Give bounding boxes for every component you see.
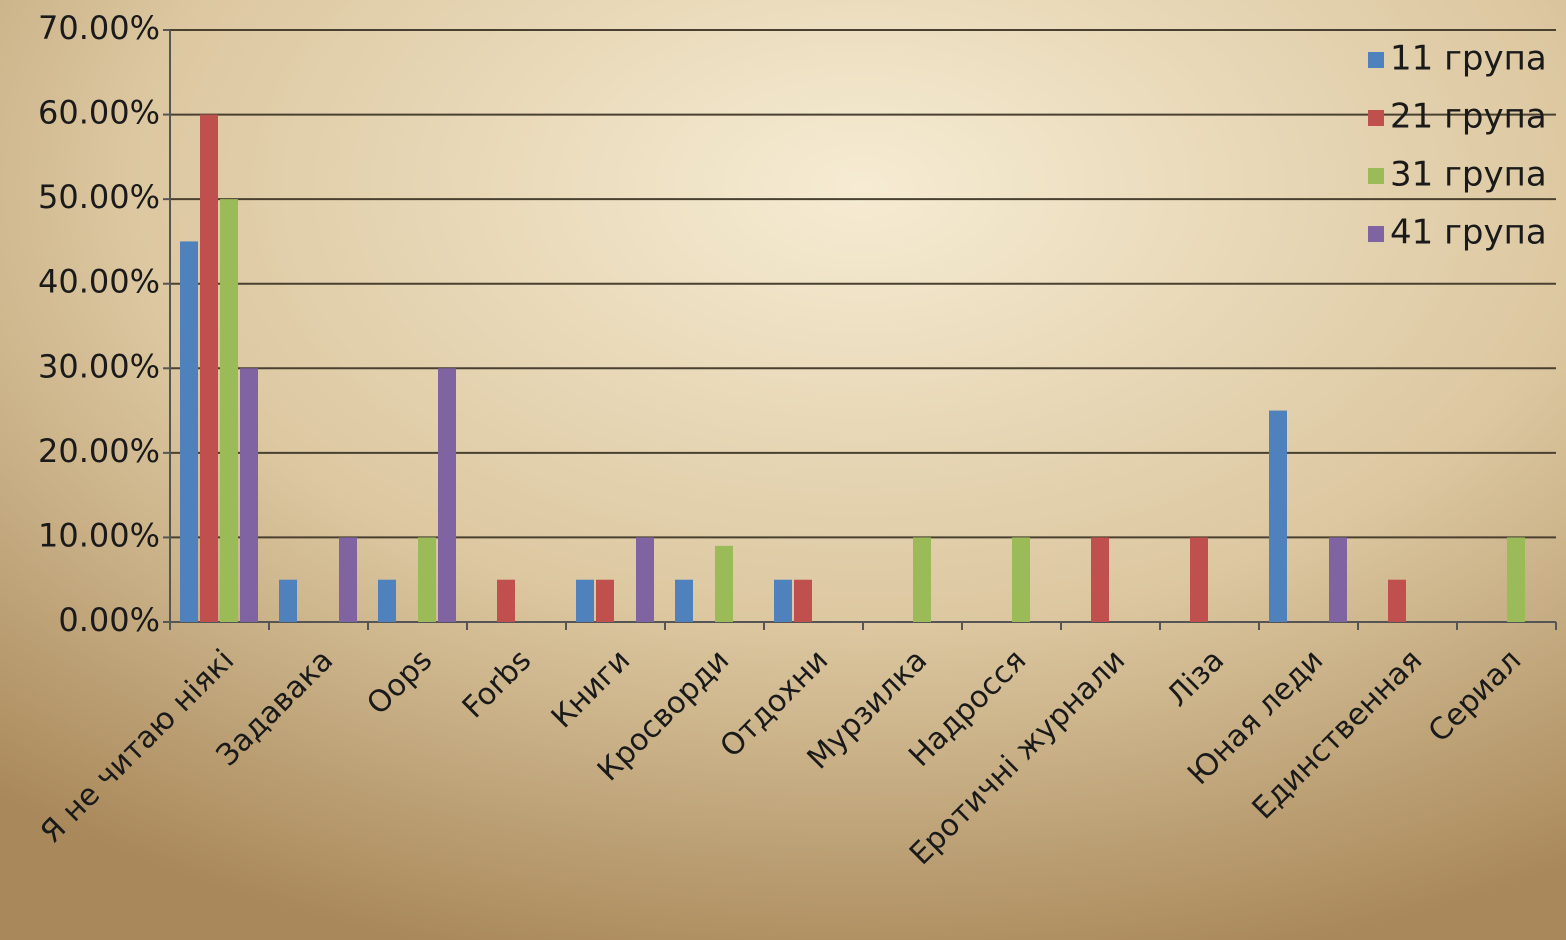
bar xyxy=(715,545,733,622)
bar xyxy=(220,199,238,622)
y-tick-label: 10.00% xyxy=(38,516,160,554)
y-tick-label: 50.00% xyxy=(38,178,160,216)
bar xyxy=(1388,579,1406,622)
legend-swatch xyxy=(1368,168,1384,184)
bar xyxy=(1012,537,1030,622)
y-tick-label: 40.00% xyxy=(38,263,160,301)
legend-label: 21 група xyxy=(1390,97,1547,137)
bar xyxy=(497,579,515,622)
legend-label: 31 група xyxy=(1390,155,1547,195)
legend-label: 11 група xyxy=(1390,39,1547,79)
bar xyxy=(1507,537,1525,622)
bar xyxy=(438,368,456,622)
legend-label: 41 група xyxy=(1390,213,1547,253)
bar xyxy=(1190,537,1208,622)
bar xyxy=(636,537,654,622)
bar xyxy=(794,579,812,622)
bar xyxy=(240,368,258,622)
bar xyxy=(1329,537,1347,622)
bar xyxy=(596,579,614,622)
bar xyxy=(913,537,931,622)
legend-swatch xyxy=(1368,226,1384,242)
legend-swatch xyxy=(1368,52,1384,68)
bar xyxy=(1269,410,1287,622)
y-tick-label: 30.00% xyxy=(38,347,160,385)
bar xyxy=(180,241,198,622)
y-tick-label: 20.00% xyxy=(38,432,160,470)
y-tick-label: 60.00% xyxy=(38,94,160,132)
bar xyxy=(200,114,218,623)
legend-swatch xyxy=(1368,110,1384,126)
bar xyxy=(774,579,792,622)
bar xyxy=(418,537,436,622)
bar xyxy=(675,579,693,622)
y-tick-label: 0.00% xyxy=(58,601,160,639)
bar xyxy=(1091,537,1109,622)
y-tick-label: 70.00% xyxy=(38,9,160,47)
bar xyxy=(576,579,594,622)
bar xyxy=(378,579,396,622)
bar xyxy=(279,579,297,622)
bar xyxy=(339,537,357,622)
